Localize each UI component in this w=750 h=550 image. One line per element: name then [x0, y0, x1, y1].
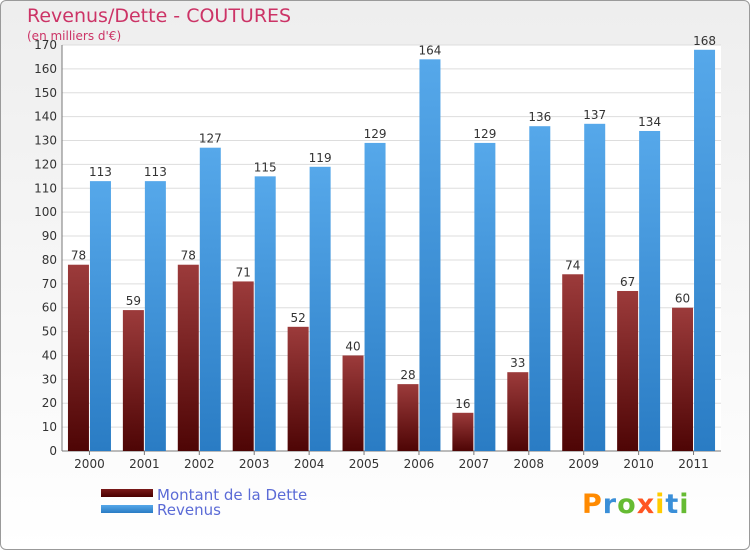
- bar-revenus: [639, 130, 661, 451]
- logo-letter: P: [582, 489, 603, 520]
- data-label: 129: [473, 127, 496, 141]
- y-tick-label: 160: [34, 62, 57, 76]
- x-tick-label: 2006: [404, 457, 435, 471]
- logo-letter: i: [655, 489, 666, 520]
- data-label: 119: [309, 151, 332, 165]
- bar-dette: [617, 290, 639, 451]
- x-tick-label: 2010: [623, 457, 654, 471]
- bar-revenus: [364, 142, 386, 451]
- plot-area: [62, 45, 721, 451]
- data-label: 33: [510, 356, 525, 370]
- bar-dette: [122, 310, 144, 451]
- bar-dette: [287, 326, 309, 451]
- y-tick-label: 70: [42, 277, 57, 291]
- data-label: 28: [400, 368, 415, 382]
- gridlines: [62, 44, 721, 452]
- data-label: 137: [583, 108, 606, 122]
- data-label: 113: [89, 165, 112, 179]
- x-tick-label: 2000: [74, 457, 105, 471]
- bar-dette: [507, 372, 529, 451]
- bar-revenus: [89, 181, 111, 452]
- legend-label-revenus: Revenus: [157, 501, 221, 519]
- data-label: 113: [144, 165, 167, 179]
- chart-title: Revenus/Dette - COUTURES: [27, 5, 292, 27]
- y-tick-label: 20: [42, 396, 57, 410]
- axes: 0 10 20 30 40 50 60 70 80 90 100 110 120 130 140 150 160…: [34, 38, 721, 471]
- logo-letter: o: [617, 489, 637, 520]
- logo-letter: t: [665, 489, 680, 520]
- proxiti-logo: Proxiti: [582, 489, 690, 520]
- y-tick-label: 120: [34, 157, 57, 171]
- bar-revenus: [419, 59, 441, 452]
- bar-dette: [562, 274, 584, 451]
- data-label: 168: [693, 34, 716, 48]
- data-label: 164: [419, 43, 442, 57]
- y-tick-label: 40: [42, 348, 57, 362]
- bar-dette: [177, 264, 199, 451]
- data-label: 40: [345, 339, 360, 353]
- bar-dette: [67, 264, 89, 451]
- y-tick-label: 90: [42, 229, 57, 243]
- data-label: 71: [236, 265, 251, 279]
- y-tick-label: 130: [34, 134, 57, 148]
- y-tick-label: 150: [34, 86, 57, 100]
- bar-dette: [342, 355, 364, 451]
- data-label: 52: [290, 311, 305, 325]
- data-label: 60: [675, 292, 690, 306]
- data-label: 127: [199, 132, 222, 146]
- bars: [67, 49, 716, 452]
- bar-revenus: [144, 181, 166, 452]
- logo-letter: x: [636, 489, 656, 520]
- data-label: 134: [638, 115, 661, 129]
- legend-label-dette: Montant de la Dette: [157, 486, 308, 504]
- chart-subtitle: (en milliers d'€): [27, 29, 122, 43]
- logo-letter: i: [679, 489, 690, 520]
- data-label: 16: [455, 397, 470, 411]
- bar-revenus: [474, 142, 496, 451]
- bar-dette: [452, 412, 474, 451]
- bar-dette: [232, 281, 254, 451]
- x-tick-label: 2002: [184, 457, 215, 471]
- bar-revenus: [199, 147, 221, 451]
- x-tick-label: 2008: [514, 457, 545, 471]
- y-tick-label: 60: [42, 301, 57, 315]
- x-tick-label: 2007: [459, 457, 490, 471]
- y-tick-label: 50: [42, 325, 57, 339]
- data-label: 67: [620, 275, 635, 289]
- legend-swatch-dette: [101, 489, 153, 497]
- data-label: 59: [126, 294, 141, 308]
- data-label: 136: [528, 110, 551, 124]
- bar-dette: [397, 384, 419, 451]
- x-tick-label: 2003: [239, 457, 270, 471]
- y-tick-label: 10: [42, 420, 57, 434]
- data-label: 115: [254, 160, 277, 174]
- data-label: 74: [565, 258, 580, 272]
- y-tick-label: 110: [34, 181, 57, 195]
- bar-revenus: [529, 126, 551, 451]
- y-tick-label: 140: [34, 110, 57, 124]
- legend-swatch-revenus: [101, 505, 153, 513]
- data-label: 78: [71, 249, 86, 263]
- bar-revenus: [309, 166, 331, 452]
- data-labels: 78 113 59 113 78 127 71 115 52 119 40 129 28 164 16 129…: [71, 34, 716, 411]
- x-tick-label: 2001: [129, 457, 160, 471]
- bar-dette: [672, 307, 694, 451]
- bar-revenus: [584, 123, 606, 451]
- x-tick-label: 2005: [349, 457, 380, 471]
- y-tick-label: 170: [34, 38, 57, 52]
- x-tick-label: 2009: [568, 457, 599, 471]
- x-tick-label: 2004: [294, 457, 325, 471]
- x-tick-label: 2011: [678, 457, 709, 471]
- y-tick-label: 30: [42, 372, 57, 386]
- data-label: 78: [181, 249, 196, 263]
- data-label: 129: [364, 127, 387, 141]
- bar-revenus: [694, 49, 716, 452]
- bar-revenus: [254, 176, 276, 451]
- logo-letter: r: [602, 489, 618, 520]
- y-tick-label: 0: [49, 444, 57, 458]
- y-tick-label: 80: [42, 253, 57, 267]
- y-tick-label: 100: [34, 205, 57, 219]
